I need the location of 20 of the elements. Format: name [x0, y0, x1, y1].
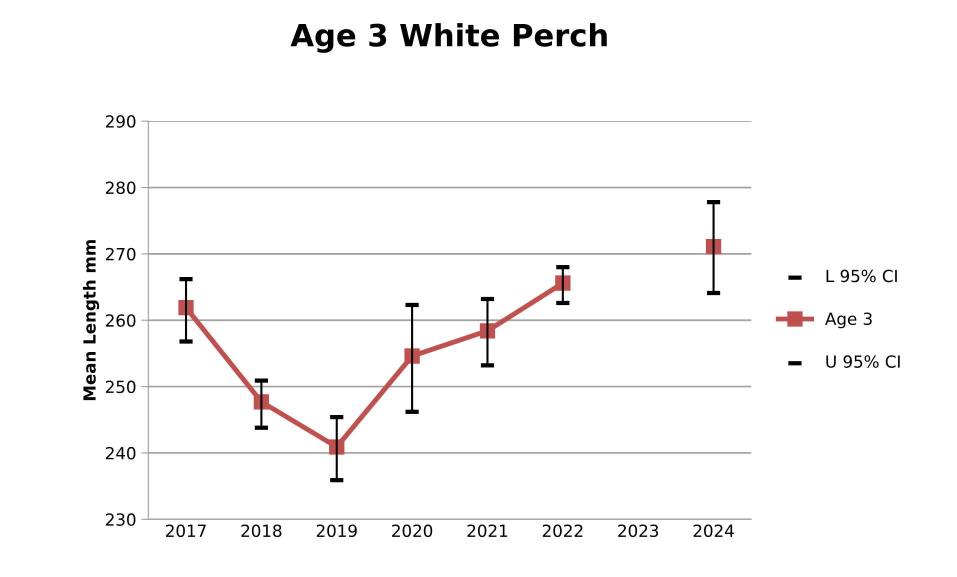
- y-axis-title: Mean Length mm: [82, 240, 100, 400]
- x-tick-label: 2019: [316, 524, 357, 538]
- chart-title: Age 3 White Perch: [290, 23, 607, 53]
- x-tick-label: 2023: [618, 524, 658, 538]
- x-tick-label: 2021: [467, 524, 508, 538]
- y-tick-label: 260: [106, 314, 136, 327]
- x-tick-label: 2022: [542, 524, 582, 538]
- x-tick-label: 2018: [241, 524, 282, 538]
- legend-label: Age 3: [825, 312, 872, 328]
- legend-label: L 95% CI: [826, 270, 897, 282]
- y-tick-label: 250: [106, 380, 136, 394]
- y-tick-label: 290: [106, 115, 136, 128]
- x-tick-label: 2024: [694, 524, 734, 538]
- y-tick-label: 280: [106, 181, 136, 194]
- y-tick-label: 270: [106, 248, 136, 260]
- x-tick-label: 2020: [392, 524, 432, 538]
- y-tick-label: 230: [106, 513, 136, 526]
- y-tick-label: 240: [106, 446, 136, 460]
- legend-label: U 95% CI: [826, 355, 900, 368]
- x-tick-label: 2017: [166, 524, 206, 538]
